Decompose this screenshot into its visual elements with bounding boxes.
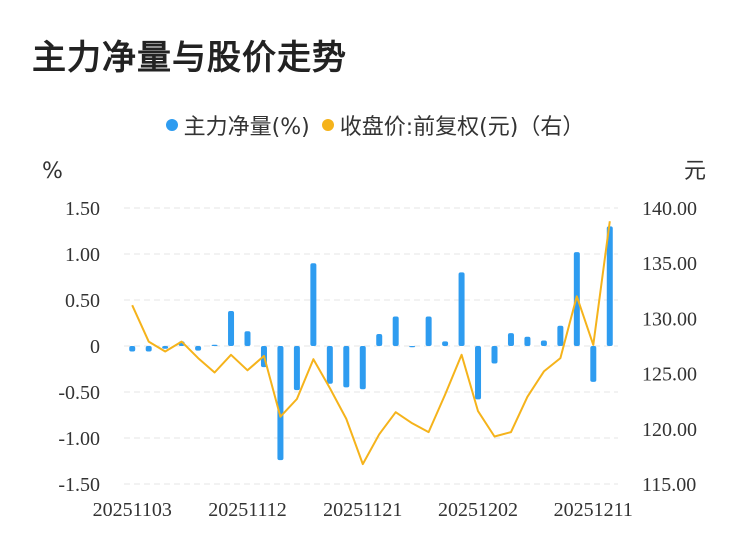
net-volume-bar xyxy=(475,346,482,400)
right-tick-label: 135.00 xyxy=(642,253,697,275)
net-volume-bar xyxy=(195,346,202,351)
net-volume-bar xyxy=(557,325,564,346)
left-tick-label: 1.00 xyxy=(65,244,100,266)
legend-label-net-volume: 主力净量(%) xyxy=(183,115,310,140)
net-volume-bar xyxy=(359,346,366,390)
net-volume-bar xyxy=(425,316,432,346)
x-tick-label: 20251121 xyxy=(323,499,402,521)
right-tick-label: 125.00 xyxy=(642,364,697,386)
left-tick-label: 1.50 xyxy=(65,198,100,220)
net-volume-bar xyxy=(343,346,350,388)
net-volume-bar xyxy=(507,333,514,346)
legend-label-close-price: 收盘价:前复权(元)（右） xyxy=(339,115,585,140)
net-volume-bar xyxy=(145,346,152,352)
net-volume-bar xyxy=(442,341,449,346)
left-axis-ticks: 1.50 1.00 0.50 0 -0.50 -1.00 -1.50 xyxy=(58,198,100,496)
net-volume-bar xyxy=(310,263,317,346)
close-price-polyline xyxy=(131,221,611,466)
grid-lines xyxy=(124,207,618,485)
legend-item-close-price[interactable]: 收盘价:前复权(元)（右） xyxy=(321,109,585,141)
right-tick-label: 130.00 xyxy=(642,308,697,330)
chart-title: 主力净量与股价走势 xyxy=(32,38,347,78)
net-volume-bar xyxy=(228,311,235,346)
x-axis-ticks: 20251103 20251112 20251121 20251202 20251211 xyxy=(93,499,633,521)
x-tick-label: 20251112 xyxy=(208,499,287,521)
net-volume-bar xyxy=(491,346,498,364)
net-volume-bars xyxy=(129,226,613,461)
x-tick-label: 20251211 xyxy=(554,499,633,521)
net-volume-bar xyxy=(326,346,333,384)
net-volume-bar xyxy=(590,346,597,382)
close-price-line xyxy=(131,221,611,466)
legend-bar-marker-icon xyxy=(165,119,178,131)
left-tick-label: 0.50 xyxy=(65,290,100,312)
net-volume-bar xyxy=(162,346,169,349)
x-tick-label: 20251103 xyxy=(93,499,172,521)
right-tick-label: 120.00 xyxy=(642,419,697,441)
left-tick-label: 0 xyxy=(90,336,100,358)
net-volume-bar xyxy=(540,340,547,346)
left-tick-label: -1.00 xyxy=(58,428,100,450)
left-axis-unit: % xyxy=(42,159,63,184)
net-volume-bar xyxy=(277,346,284,461)
net-volume-bar xyxy=(376,334,383,346)
right-tick-label: 115.00 xyxy=(642,474,696,496)
right-axis-unit: 元 xyxy=(684,159,706,184)
left-tick-label: -1.50 xyxy=(58,474,100,496)
net-volume-bar xyxy=(392,316,399,346)
left-tick-label: -0.50 xyxy=(58,382,100,404)
net-volume-bar xyxy=(244,331,251,346)
legend-line-marker-icon xyxy=(321,119,334,131)
legend-item-net-volume[interactable]: 主力净量(%) xyxy=(165,109,310,141)
net-volume-bar xyxy=(211,344,218,346)
net-volume-bar xyxy=(458,272,465,346)
right-axis-ticks: 140.00 135.00 130.00 125.00 120.00 115.00 xyxy=(642,198,697,496)
net-volume-bar xyxy=(409,346,416,348)
x-tick-label: 20251202 xyxy=(438,499,518,521)
net-volume-bar xyxy=(606,226,613,346)
net-volume-bar xyxy=(524,336,531,346)
net-volume-bar xyxy=(129,346,136,352)
net-volume-bar xyxy=(293,346,300,391)
legend: 主力净量(%) 收盘价:前复权(元)（右） xyxy=(0,108,750,142)
right-tick-label: 140.00 xyxy=(642,198,697,220)
